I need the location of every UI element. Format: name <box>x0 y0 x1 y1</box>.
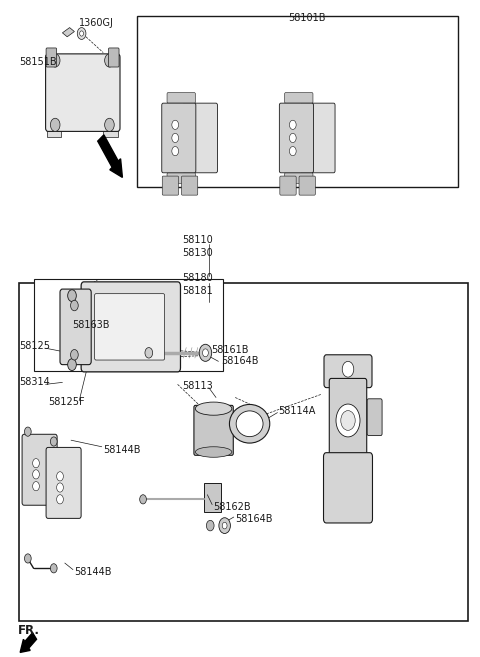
Text: 58162B: 58162B <box>214 502 251 512</box>
Text: 58163B: 58163B <box>72 320 109 330</box>
Text: 58180: 58180 <box>182 273 213 283</box>
Text: 58164B: 58164B <box>235 514 273 524</box>
FancyArrow shape <box>98 135 122 177</box>
FancyBboxPatch shape <box>81 282 180 372</box>
Text: 58101B: 58101B <box>288 13 325 24</box>
Circle shape <box>289 147 296 156</box>
FancyBboxPatch shape <box>280 176 296 195</box>
Text: 58144B: 58144B <box>103 445 141 455</box>
Circle shape <box>77 28 86 39</box>
Circle shape <box>105 54 114 67</box>
Circle shape <box>105 118 114 131</box>
Circle shape <box>68 359 76 371</box>
Text: 58114A: 58114A <box>278 405 316 416</box>
Text: 1360GJ: 1360GJ <box>79 18 114 28</box>
FancyBboxPatch shape <box>279 103 313 173</box>
FancyBboxPatch shape <box>324 453 372 523</box>
FancyBboxPatch shape <box>285 93 313 103</box>
Circle shape <box>140 495 146 504</box>
Circle shape <box>342 361 354 377</box>
Bar <box>34 279 223 371</box>
Circle shape <box>289 133 296 143</box>
Circle shape <box>145 348 153 358</box>
Circle shape <box>33 459 39 468</box>
Circle shape <box>57 483 63 492</box>
Circle shape <box>172 133 179 143</box>
Circle shape <box>172 120 179 129</box>
Ellipse shape <box>236 411 263 437</box>
FancyBboxPatch shape <box>194 405 233 455</box>
Circle shape <box>57 472 63 481</box>
FancyBboxPatch shape <box>22 434 57 505</box>
Circle shape <box>57 495 63 504</box>
FancyBboxPatch shape <box>60 289 91 365</box>
Text: 58110: 58110 <box>182 235 213 245</box>
Text: 58113: 58113 <box>182 381 213 392</box>
Circle shape <box>50 54 60 67</box>
FancyBboxPatch shape <box>167 93 195 103</box>
FancyArrow shape <box>20 633 36 652</box>
Circle shape <box>50 437 57 446</box>
Text: 58161B: 58161B <box>211 344 249 355</box>
Ellipse shape <box>195 447 232 457</box>
FancyBboxPatch shape <box>329 378 367 463</box>
FancyBboxPatch shape <box>46 447 81 518</box>
Text: 58164B: 58164B <box>221 356 258 367</box>
FancyBboxPatch shape <box>167 173 195 183</box>
Circle shape <box>24 554 31 563</box>
Circle shape <box>289 120 296 129</box>
Ellipse shape <box>195 402 232 415</box>
Text: 58181: 58181 <box>182 286 213 296</box>
FancyBboxPatch shape <box>46 54 120 131</box>
Circle shape <box>222 522 227 529</box>
FancyBboxPatch shape <box>46 48 57 67</box>
Text: 58125: 58125 <box>19 341 50 351</box>
Circle shape <box>206 520 214 531</box>
Circle shape <box>33 482 39 491</box>
FancyBboxPatch shape <box>181 176 198 195</box>
Bar <box>47 125 61 137</box>
Circle shape <box>50 118 60 131</box>
FancyBboxPatch shape <box>324 355 372 388</box>
Text: 58130: 58130 <box>182 248 213 258</box>
Text: 58314: 58314 <box>19 377 50 388</box>
FancyBboxPatch shape <box>285 173 313 183</box>
Circle shape <box>172 147 179 156</box>
Text: 58125F: 58125F <box>48 397 84 407</box>
FancyBboxPatch shape <box>162 103 196 173</box>
FancyBboxPatch shape <box>299 176 315 195</box>
Ellipse shape <box>229 405 270 443</box>
Bar <box>103 125 118 137</box>
FancyBboxPatch shape <box>95 294 165 360</box>
FancyBboxPatch shape <box>108 48 119 67</box>
FancyBboxPatch shape <box>301 103 335 173</box>
Circle shape <box>203 349 208 357</box>
Circle shape <box>24 427 31 436</box>
Circle shape <box>199 344 212 361</box>
Text: 58151B: 58151B <box>19 57 57 68</box>
FancyBboxPatch shape <box>162 176 179 195</box>
Bar <box>19 283 468 621</box>
Circle shape <box>341 411 355 430</box>
Circle shape <box>80 31 84 36</box>
FancyBboxPatch shape <box>367 399 382 436</box>
Circle shape <box>71 350 78 360</box>
Circle shape <box>219 518 230 533</box>
Circle shape <box>68 290 76 302</box>
Circle shape <box>33 470 39 479</box>
Bar <box>137 16 458 187</box>
Bar <box>204 483 221 512</box>
Text: 58144B: 58144B <box>74 566 112 577</box>
FancyBboxPatch shape <box>183 103 217 173</box>
Text: FR.: FR. <box>18 624 40 637</box>
Circle shape <box>50 564 57 573</box>
Polygon shape <box>62 28 74 37</box>
Circle shape <box>336 404 360 437</box>
Circle shape <box>71 300 78 311</box>
